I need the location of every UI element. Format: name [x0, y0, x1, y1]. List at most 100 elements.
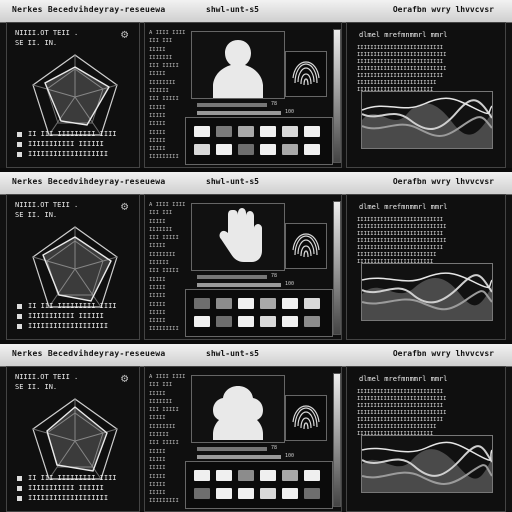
- bullet-icon: [17, 303, 22, 309]
- folder-icon[interactable]: [304, 126, 320, 137]
- list-item: IIIII: [149, 465, 166, 472]
- folder-grid: [185, 289, 333, 337]
- folder-icon[interactable]: [282, 144, 298, 155]
- list-item: IIIII: [149, 137, 166, 144]
- folder-icon[interactable]: [216, 488, 232, 499]
- folder-icon[interactable]: [304, 144, 320, 155]
- folder-icon[interactable]: [216, 126, 232, 137]
- progress-label-1: 78: [271, 101, 278, 107]
- gear-icon[interactable]: ⚙: [121, 371, 129, 385]
- progress-bar-1: [197, 275, 267, 279]
- folder-icon[interactable]: [238, 470, 254, 481]
- bullet-icon: [17, 495, 22, 501]
- radar-axis: [74, 428, 118, 442]
- list-item: IIIII: [149, 481, 166, 488]
- profile-photo: [191, 31, 285, 99]
- list-item: III IIIII: [149, 407, 179, 414]
- progress-bar-2: [197, 455, 281, 459]
- list-item: IIIIIIII: [149, 423, 176, 430]
- stats-text: IIIIIIIIIIIIIIIIIII: [28, 322, 109, 330]
- stats-item: IIIIIIIIIII IIIIII: [17, 483, 117, 493]
- folder-icon[interactable]: [238, 316, 254, 327]
- list-item: IIIII: [149, 301, 166, 308]
- folder-icon[interactable]: [282, 298, 298, 309]
- folder-icon[interactable]: [238, 144, 254, 155]
- top-bar-center-title: shwl-unt-s5: [206, 349, 259, 358]
- folder-icon[interactable]: [260, 126, 276, 137]
- radar-outer-ring: [32, 398, 118, 480]
- signal-waveform: [361, 263, 493, 321]
- folder-icon[interactable]: [260, 298, 276, 309]
- list-item: IIIII: [149, 71, 166, 78]
- progress-label-1: 78: [271, 445, 278, 451]
- vertical-scale-bar: [333, 373, 341, 507]
- radar-axis: [48, 268, 76, 308]
- list-item: III IIIII: [149, 440, 179, 447]
- top-bar-right-title: Oerafbn wvry lhvvcvsr: [392, 177, 494, 186]
- folder-icon[interactable]: [260, 488, 276, 499]
- radar-axis: [74, 256, 118, 270]
- progress-label-2: 100: [285, 281, 295, 287]
- folder-icon[interactable]: [260, 470, 276, 481]
- list-item: IIIIIII: [149, 226, 173, 233]
- list-item: IIIII: [149, 112, 166, 119]
- folder-icon[interactable]: [194, 126, 210, 137]
- identity-center: A IIII IIII III III IIIII IIIIIII III II…: [144, 366, 342, 512]
- radar-mid-ring: [46, 412, 104, 468]
- list-item: IIIII: [149, 276, 166, 283]
- folder-icon[interactable]: [194, 298, 210, 309]
- folder-icon[interactable]: [282, 126, 298, 137]
- folder-icon[interactable]: [304, 470, 320, 481]
- analysis-paragraph: IIIIIIIIIIIIIIIIIIIIIIIIII IIIIIIIIIIIII…: [357, 217, 447, 265]
- bullet-icon: [17, 475, 22, 481]
- folder-icon[interactable]: [216, 316, 232, 327]
- radar-axis: [74, 440, 102, 480]
- folder-icon[interactable]: [282, 316, 298, 327]
- summary-line-2: SE II. IN.: [15, 383, 58, 391]
- stats-list: II III IIIIIIIII IIII IIIIIIIIIII IIIIII…: [17, 129, 117, 159]
- signal-waveform: [361, 435, 493, 493]
- list-item: IIIIIII: [149, 398, 173, 405]
- folder-icon[interactable]: [260, 316, 276, 327]
- folder-icon[interactable]: [216, 144, 232, 155]
- folder-icon[interactable]: [194, 488, 210, 499]
- radar-axis: [74, 84, 118, 98]
- folder-grid: [185, 117, 333, 165]
- folder-icon[interactable]: [304, 316, 320, 327]
- list-item: IIIIII: [149, 88, 169, 95]
- top-bar: Nerkes Becedvihdeyray-reseuewa shwl-unt-…: [0, 0, 512, 23]
- stats-text: II III IIIIIIIII IIII: [28, 474, 117, 482]
- list-item: IIIIII: [149, 260, 169, 267]
- list-item: III IIIII: [149, 268, 179, 275]
- radar-axis: [48, 440, 76, 480]
- folder-icon[interactable]: [260, 144, 276, 155]
- folder-icon[interactable]: [216, 298, 232, 309]
- hud-panel-2: Nerkes Becedvihdeyray-reseuewa shwl-unt-…: [0, 344, 512, 512]
- gear-icon[interactable]: ⚙: [121, 27, 129, 41]
- stats-text: IIIIIIIIIII IIIIII: [28, 312, 104, 320]
- folder-icon[interactable]: [194, 316, 210, 327]
- list-item: IIIII: [149, 456, 166, 463]
- folder-icon[interactable]: [238, 298, 254, 309]
- folder-icon[interactable]: [216, 470, 232, 481]
- folder-icon[interactable]: [304, 488, 320, 499]
- progress-bar-1: [197, 447, 267, 451]
- radar-outer-ring: [32, 54, 118, 136]
- top-bar-center-title: shwl-unt-s5: [206, 5, 259, 14]
- profile-summary: NIIII.OT TEII . SE II. IN. ⚙ II III IIII…: [6, 194, 140, 340]
- folder-icon[interactable]: [194, 470, 210, 481]
- folder-icon[interactable]: [238, 488, 254, 499]
- fingerprint-icon: [292, 61, 320, 86]
- folder-icon[interactable]: [282, 488, 298, 499]
- stats-item: IIIIIIIIIIIIIIIIIII: [17, 321, 117, 331]
- folder-icon[interactable]: [238, 126, 254, 137]
- list-item: III IIIII: [149, 63, 179, 70]
- profile-photo: [191, 375, 285, 443]
- stats-text: IIIIIIIIIIIIIIIIIII: [28, 494, 109, 502]
- folder-icon[interactable]: [282, 470, 298, 481]
- folder-icon[interactable]: [194, 144, 210, 155]
- data-list: A IIII IIII III III IIIII IIIIIII III II…: [149, 201, 187, 334]
- folder-icon[interactable]: [304, 298, 320, 309]
- gear-icon[interactable]: ⚙: [121, 199, 129, 213]
- list-item: IIIII: [149, 121, 166, 128]
